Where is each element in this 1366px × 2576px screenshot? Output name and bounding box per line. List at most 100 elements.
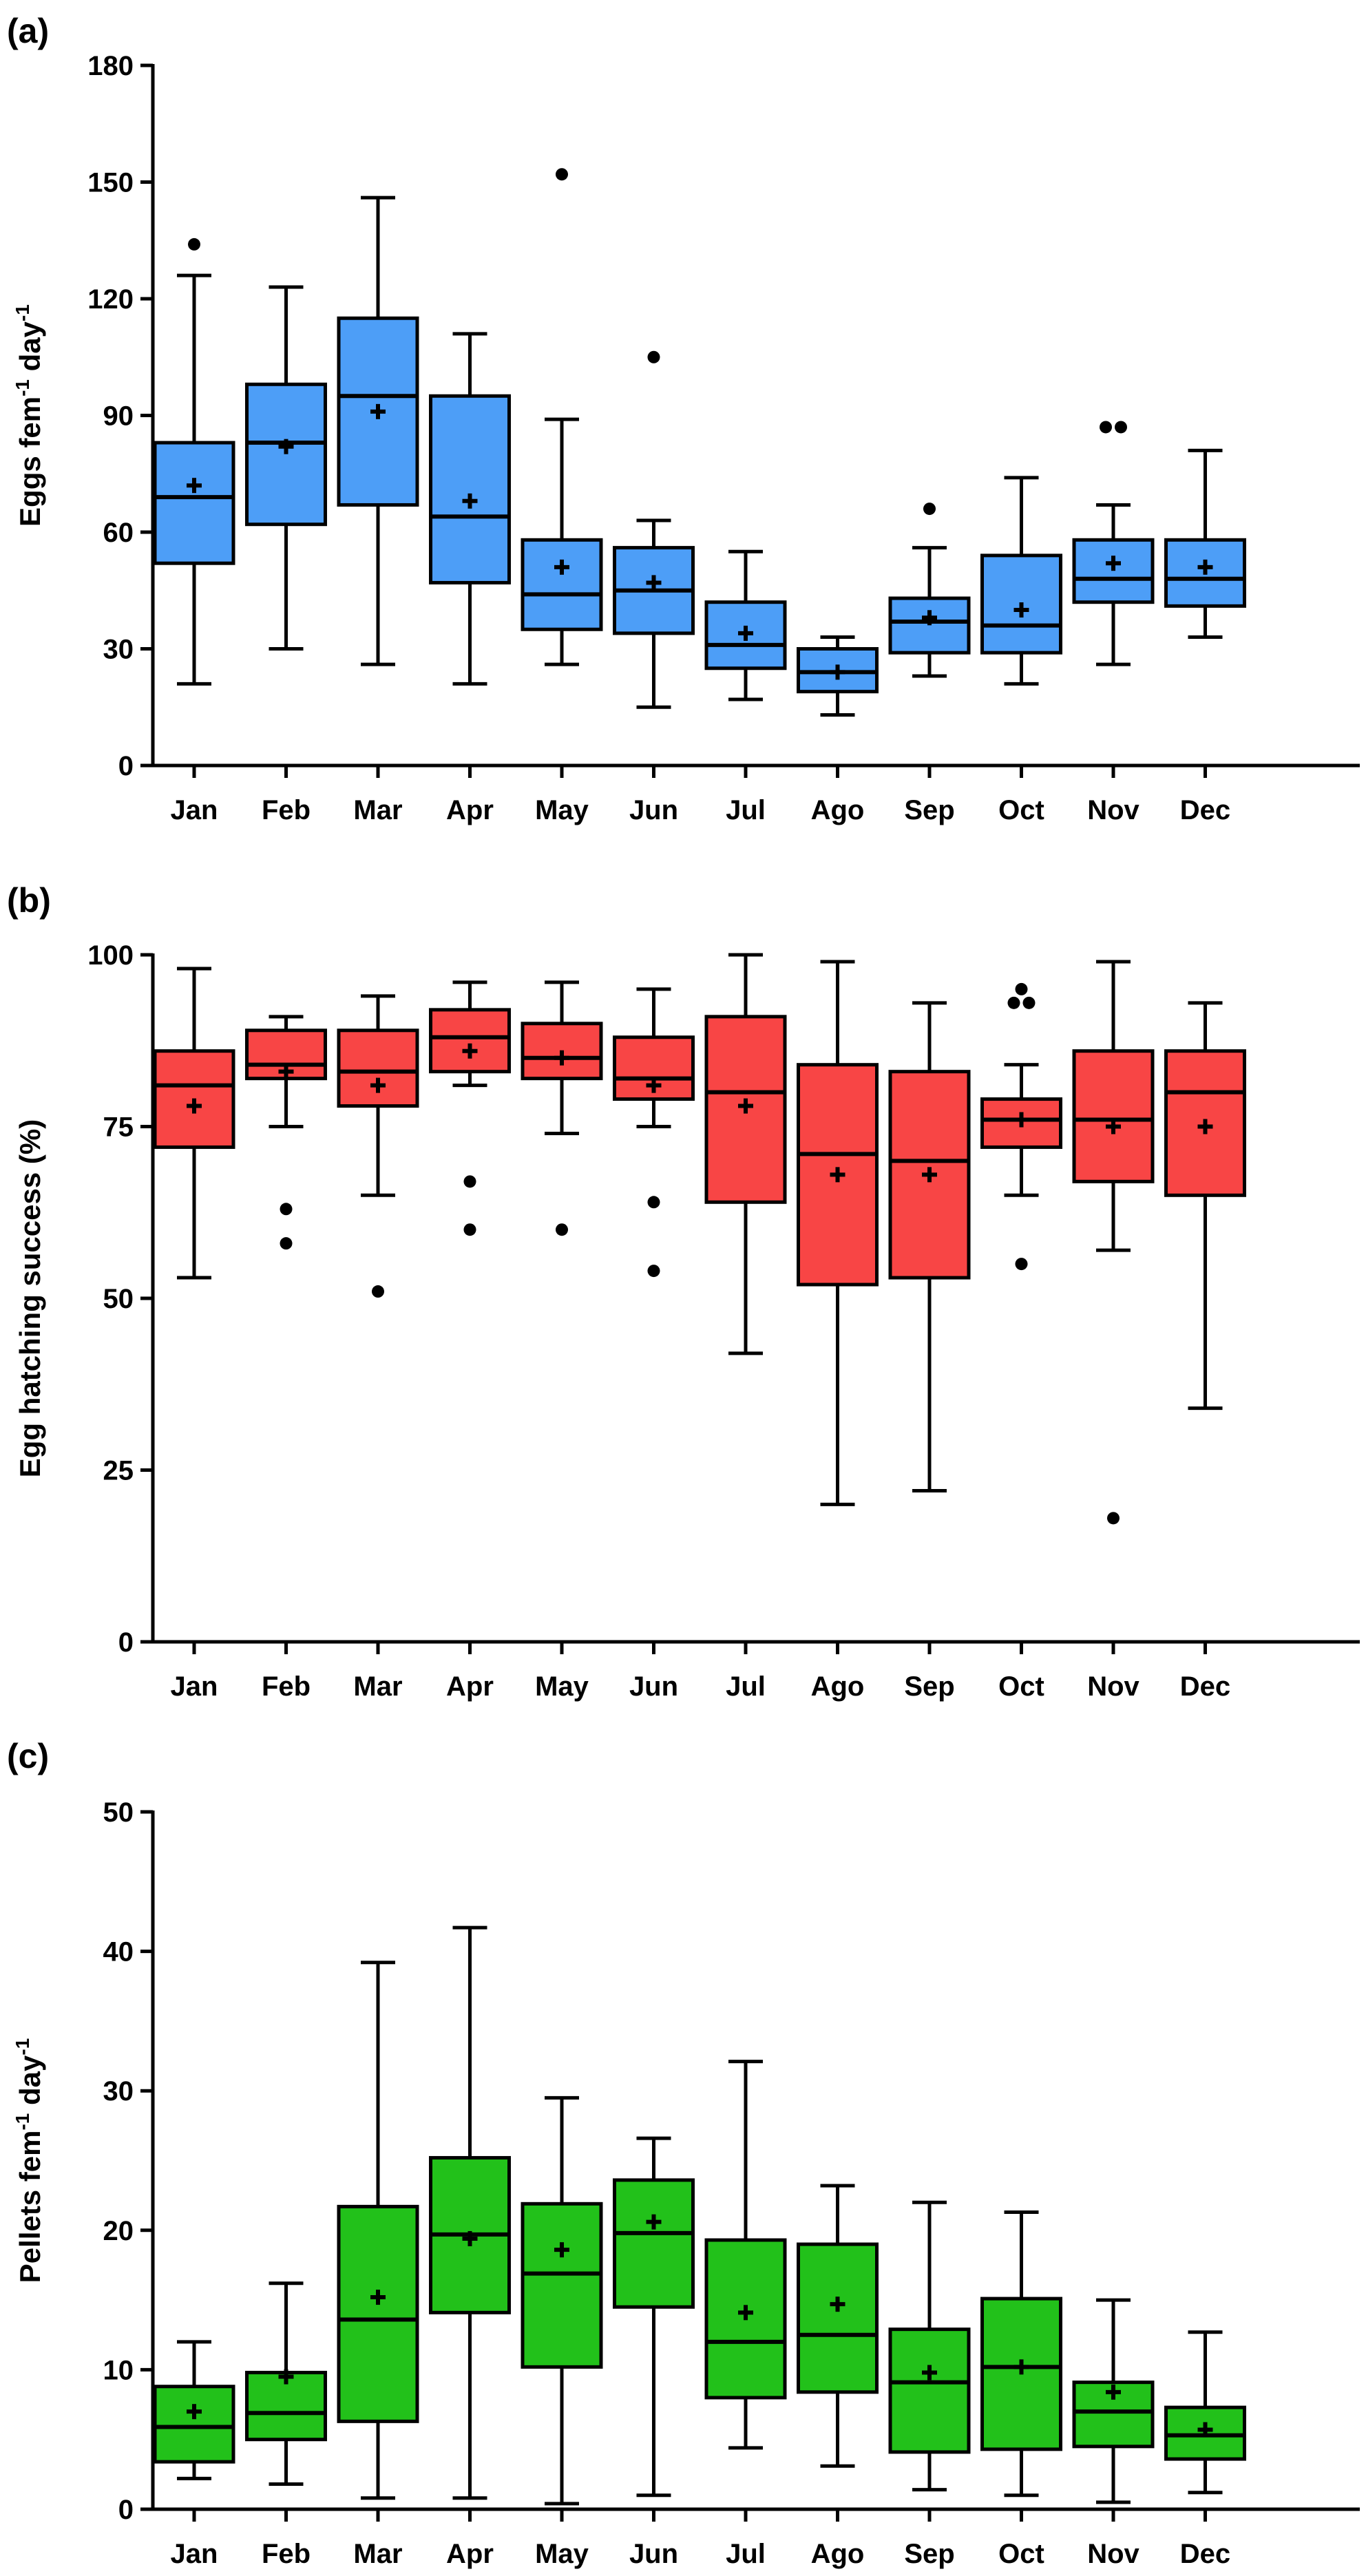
box-sep [888,2200,971,2492]
box-iqr [888,596,971,655]
x-tick-label: Dec [1180,1671,1230,1702]
x-tick-label: May [535,1671,589,1702]
box-may [521,980,603,1236]
y-axis-label-superscript: -1 [12,304,33,321]
panel-label: (c) [7,1737,49,1775]
box-apr [429,980,511,1236]
outlier-point [1015,1258,1028,1271]
y-tick-label: 120 [87,284,134,315]
outlier-point [647,1196,660,1209]
box-dec [1164,1001,1246,1411]
box-iqr [613,2178,695,2309]
box-jun [613,987,695,1278]
box-iqr [521,1022,603,1081]
x-tick-label: Jul [726,795,766,825]
box-feb [245,1015,327,1250]
outlier-point [923,503,936,516]
box-jan [153,237,235,686]
x-tick-label: Ago [811,2539,865,2569]
y-tick-label: 60 [103,518,134,548]
y-axis-label-superscript: -1 [12,2038,33,2056]
box-oct [980,476,1062,686]
y-tick-label: 100 [87,940,134,971]
box-iqr [888,2327,971,2454]
y-tick-label: 30 [103,2076,134,2107]
y-tick-label: 150 [87,168,134,198]
x-tick-label: Jan [171,2539,218,2569]
box-dec [1164,448,1246,640]
y-axis-label-text: day [14,321,46,379]
x-tick-label: Nov [1087,2539,1139,2569]
x-tick-label: Jan [171,795,218,825]
x-tick-label: Ago [811,1671,865,1702]
outlier-point [463,1175,476,1188]
box-dec [1164,2330,1246,2495]
box-ago [797,2184,879,2468]
box-jul [704,2060,787,2450]
outlier-point [463,1223,476,1236]
x-tick-label: Jun [629,2539,678,2569]
box-jan [153,2340,235,2480]
box-nov [1072,421,1155,666]
y-tick-label: 0 [118,2495,134,2525]
box-iqr [153,441,235,565]
box-jun [613,2136,695,2498]
box-nov [1072,960,1155,1525]
x-tick-label: Oct [998,1671,1044,1702]
box-iqr [1072,1049,1155,1183]
y-tick-label: 75 [103,1112,134,1143]
y-axis-label: Pellets fem-1 day-1 [12,2038,46,2283]
box-mar [337,196,419,666]
x-tick-label: May [535,2539,589,2569]
x-tick-label: Sep [904,1671,954,1702]
box-feb [245,285,327,651]
y-tick-label: 25 [103,1456,134,1486]
outlier-point [1015,982,1028,995]
outlier-point [280,1203,293,1216]
box-iqr [153,1049,235,1149]
box-iqr [1072,538,1155,604]
box-apr [429,332,511,686]
y-tick-label: 30 [103,635,134,665]
x-tick-label: Oct [998,2539,1044,2569]
box-jul [704,953,787,1355]
outlier-point [556,1223,568,1236]
box-iqr [613,1035,695,1101]
y-tick-label: 180 [87,51,134,81]
y-tick-label: 20 [103,2216,134,2246]
y-tick-label: 90 [103,401,134,432]
outlier-point [556,168,568,181]
box-jul [704,549,787,701]
box-mar [337,994,419,1298]
x-tick-label: Feb [262,1671,311,1702]
x-tick-label: Feb [262,2539,311,2569]
box-iqr [153,2385,235,2464]
x-tick-label: Mar [353,1671,402,1702]
outlier-point [1022,996,1036,1009]
box-jan [153,967,235,1280]
y-tick-label: 40 [103,1937,134,1967]
outlier-point [1100,421,1112,434]
box-nov [1072,2298,1155,2504]
y-tick-label: 50 [103,1284,134,1314]
panel-2: (b) Egg hatching success (%) 0 25 50 75 100 Jan… [7,881,1360,1702]
box-jun [613,350,695,709]
x-tick-label: Dec [1180,2539,1230,2569]
x-tick-label: Oct [998,795,1044,825]
box-iqr [429,394,511,584]
y-axis-label: Egg hatching success (%) [14,1119,46,1477]
x-tick-label: Sep [904,795,954,825]
box-iqr [1072,2380,1155,2449]
x-tick-label: Apr [446,2539,494,2569]
box-iqr [521,2202,603,2369]
x-tick-label: Nov [1087,1671,1139,1702]
x-tick-label: Jan [171,1671,218,1702]
box-feb [245,2281,327,2487]
box-iqr [429,1008,511,1074]
y-tick-label: 10 [103,2355,134,2385]
box-sep [888,1001,971,1492]
x-tick-label: Jun [629,795,678,825]
box-oct [980,982,1062,1271]
